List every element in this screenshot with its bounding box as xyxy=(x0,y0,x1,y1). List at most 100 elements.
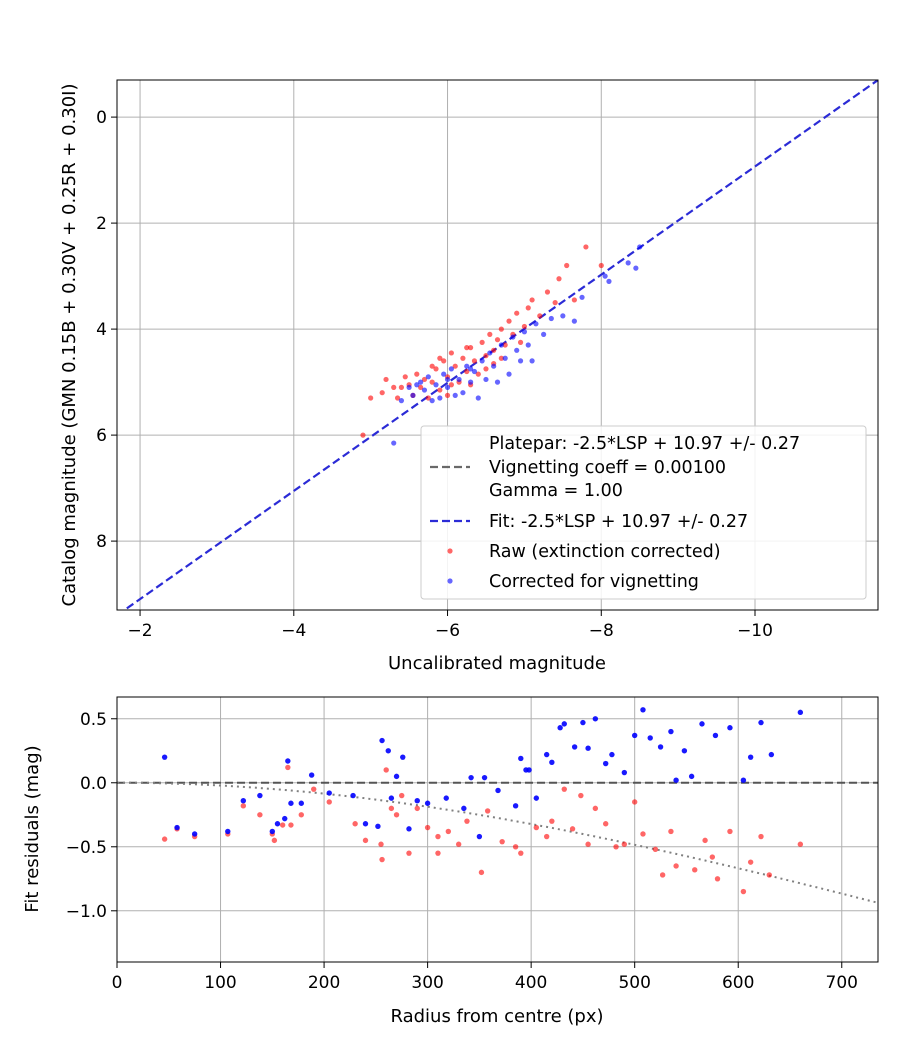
raw-point xyxy=(460,355,466,361)
raw-residual-point xyxy=(518,850,524,856)
corrected-residual-point xyxy=(274,821,281,827)
bottom-x-axis-label: Radius from centre (px) xyxy=(390,1006,603,1027)
raw-point xyxy=(583,244,589,250)
top-data-points xyxy=(360,244,643,446)
bottom-ticks: 0 100 200 300 400 500 600 700 0.5 0.0 −0.5 −1.0 xyxy=(66,710,858,993)
raw-point xyxy=(425,395,431,401)
corrected-point xyxy=(525,342,531,348)
raw-point xyxy=(487,331,493,337)
raw-residual-point xyxy=(659,872,666,878)
corrected-residual-point xyxy=(602,760,609,767)
bottom-x-tick-label: 0 xyxy=(112,973,123,993)
raw-residual-point xyxy=(702,837,708,844)
raw-point xyxy=(464,368,470,375)
top-ticks: −2 −4 −6 −8 −10 0 2 4 6 8 xyxy=(96,108,773,641)
bottom-x-tick-label: 600 xyxy=(722,973,754,993)
raw-point xyxy=(502,342,508,348)
raw-point xyxy=(379,390,385,396)
raw-point xyxy=(529,297,535,303)
corrected-residual-point xyxy=(461,805,467,812)
raw-point xyxy=(479,339,485,345)
raw-point xyxy=(498,355,504,361)
corrected-point xyxy=(491,363,497,369)
raw-residual-point xyxy=(766,872,772,878)
corrected-residual-point xyxy=(326,790,332,796)
bottom-y-tick-label: 0.5 xyxy=(80,710,107,730)
corrected-residual-point xyxy=(406,826,412,832)
corrected-residual-point xyxy=(740,777,747,783)
corrected-point xyxy=(521,329,528,335)
raw-residual-point xyxy=(797,841,804,847)
raw-point xyxy=(598,262,604,269)
corrected-point xyxy=(517,358,524,364)
top-y-tick-label: 4 xyxy=(96,320,107,340)
corrected-residual-point xyxy=(580,719,586,726)
raw-point xyxy=(483,353,489,359)
corrected-residual-point xyxy=(257,792,263,799)
corrected-point xyxy=(456,376,462,383)
corrected-point xyxy=(391,440,397,446)
raw-point xyxy=(491,347,497,353)
raw-residual-point xyxy=(668,828,674,835)
corrected-point xyxy=(487,350,493,356)
raw-residual-point xyxy=(569,826,576,832)
corrected-residual-point xyxy=(481,774,488,781)
corrected-point xyxy=(502,355,508,361)
raw-point xyxy=(368,395,374,401)
raw-point xyxy=(556,276,562,282)
corrected-residual-point xyxy=(285,758,291,764)
corrected-residual-point xyxy=(161,754,168,760)
raw-point xyxy=(421,376,428,383)
raw-residual-point xyxy=(279,822,286,828)
corrected-point xyxy=(560,313,566,319)
bottom-y-tick-label: −0.5 xyxy=(66,838,107,858)
corrected-residual-point xyxy=(647,735,653,741)
raw-point xyxy=(433,366,439,372)
top-y-tick-label: 6 xyxy=(96,426,107,446)
raw-point xyxy=(444,392,451,398)
raw-residual-point xyxy=(362,837,369,844)
corrected-point xyxy=(579,294,585,300)
corrected-point xyxy=(571,318,577,324)
raw-point xyxy=(452,363,458,369)
raw-residual-point xyxy=(747,859,754,865)
legend-label: Platepar: -2.5*LSP + 10.97 +/- 0.27 xyxy=(489,434,800,454)
raw-point xyxy=(437,387,443,393)
bottom-data-points xyxy=(161,707,804,895)
legend-marker-swatch xyxy=(447,548,453,554)
corrected-point xyxy=(398,398,405,404)
corrected-residual-point xyxy=(443,795,449,801)
corrected-residual-point xyxy=(298,800,304,806)
raw-residual-point xyxy=(561,786,567,792)
corrected-point xyxy=(483,376,489,383)
corrected-residual-point xyxy=(681,748,688,754)
corrected-residual-point xyxy=(712,732,719,739)
corrected-residual-point xyxy=(388,795,395,801)
top-plot-frame xyxy=(116,79,879,611)
raw-residual-point xyxy=(455,841,462,847)
raw-point xyxy=(494,337,501,343)
corrected-residual-point xyxy=(549,759,555,765)
bottom-plot-frame xyxy=(116,696,879,963)
raw-residual-point xyxy=(424,824,431,831)
raw-point xyxy=(414,371,420,377)
corrected-residual-point xyxy=(758,719,764,726)
corrected-point xyxy=(414,382,420,388)
bottom-x-tick-label: 400 xyxy=(515,973,547,993)
corrected-point xyxy=(418,379,424,385)
raw-point xyxy=(437,355,443,361)
corrected-point xyxy=(448,366,454,372)
corrected-residual-point xyxy=(362,821,369,827)
corrected-residual-point xyxy=(543,751,550,758)
corrected-residual-point xyxy=(379,737,385,744)
corrected-point xyxy=(548,315,554,322)
top-x-tick-label: −2 xyxy=(128,621,153,641)
raw-point xyxy=(360,432,366,438)
top-y-tick-label: 0 xyxy=(96,108,107,128)
raw-point xyxy=(383,376,389,383)
raw-residual-point xyxy=(585,841,591,847)
corrected-residual-point xyxy=(424,800,431,806)
raw-residual-point xyxy=(673,863,679,869)
top-x-tick-label: −6 xyxy=(435,621,460,641)
raw-residual-point xyxy=(388,805,395,812)
